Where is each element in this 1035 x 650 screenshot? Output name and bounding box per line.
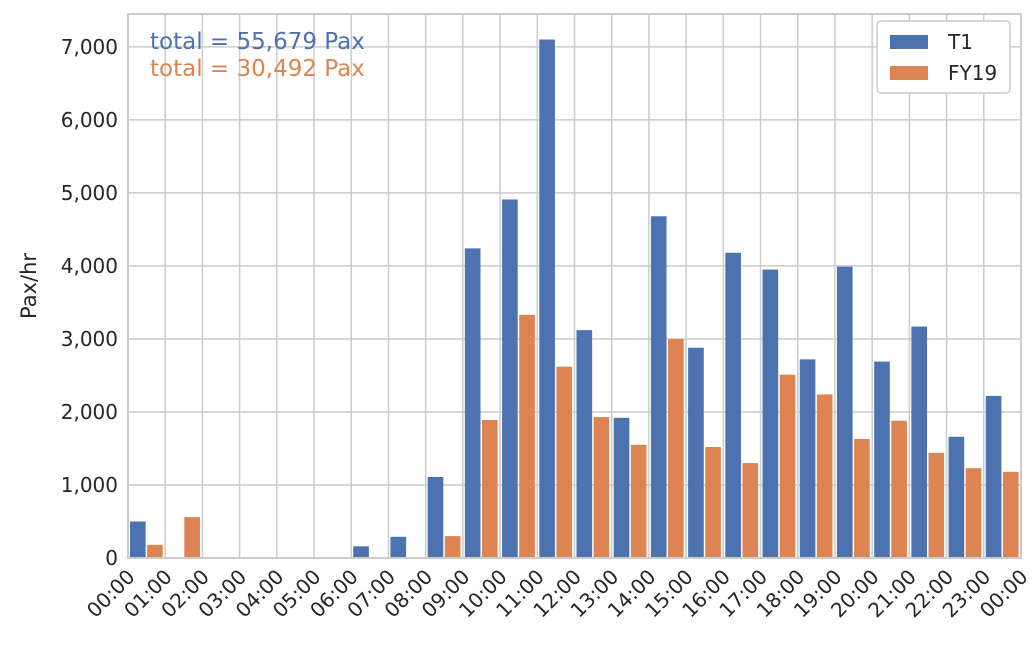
y-tick-label: 2,000 xyxy=(61,400,118,424)
total-annotation-fy19: total = 30,492 Pax xyxy=(150,56,365,82)
bar-fy19-16 xyxy=(742,463,759,558)
y-tick-labels: 0 1,000 2,000 3,000 4,000 5,000 6,000 7,000 xyxy=(61,35,118,570)
y-tick-label: 0 xyxy=(105,546,118,570)
bar-t1-7 xyxy=(390,536,407,558)
y-tick-label: 6,000 xyxy=(61,108,118,132)
bars xyxy=(130,39,1019,559)
bar-fy19-0 xyxy=(147,544,163,558)
bar-fy19-8 xyxy=(444,536,461,558)
bar-t1-15 xyxy=(688,347,704,558)
bar-fy19-19 xyxy=(854,438,870,558)
bar-t1-11 xyxy=(539,39,555,558)
bar-t1-13 xyxy=(613,417,630,558)
y-axis-title: Pax/hr xyxy=(17,253,41,319)
bar-fy19-12 xyxy=(593,417,610,558)
bar-t1-6 xyxy=(353,546,369,558)
legend-label-fy19: FY19 xyxy=(948,61,997,85)
y-tick-label: 4,000 xyxy=(61,254,118,278)
bar-t1-9 xyxy=(464,248,481,558)
bar-fy19-9 xyxy=(482,419,498,558)
bar-t1-19 xyxy=(836,266,853,558)
bar-fy19-11 xyxy=(556,366,573,558)
bar-fy19-21 xyxy=(928,452,945,558)
x-tick-labels: 00:0001:0002:0003:0004:0005:0006:0007:00… xyxy=(82,565,1033,623)
bar-fy19-23 xyxy=(1002,471,1019,558)
plot-frame xyxy=(127,13,1022,559)
bar-t1-17 xyxy=(762,269,779,558)
bar-t1-22 xyxy=(948,436,965,558)
y-tick-label: 7,000 xyxy=(61,35,118,59)
y-tick-label: 5,000 xyxy=(61,181,118,205)
bar-t1-21 xyxy=(911,326,928,558)
bar-t1-18 xyxy=(799,359,816,558)
y-tick-label: 1,000 xyxy=(61,473,118,497)
bar-fy19-14 xyxy=(668,338,684,558)
bar-t1-20 xyxy=(874,361,890,558)
bar-fy19-18 xyxy=(816,394,833,558)
total-annotation-t1: total = 55,679 Pax xyxy=(150,29,365,55)
bar-t1-0 xyxy=(130,521,146,558)
bar-t1-10 xyxy=(502,199,518,559)
bar-fy19-10 xyxy=(519,314,535,558)
bar-t1-12 xyxy=(576,330,593,558)
bar-t1-16 xyxy=(725,252,741,559)
legend-swatch-t1 xyxy=(890,35,928,49)
bar-t1-14 xyxy=(650,216,667,558)
bar-fy19-22 xyxy=(965,468,982,558)
bar-fy19-17 xyxy=(779,374,796,558)
bar-t1-23 xyxy=(985,395,1002,558)
bar-fy19-13 xyxy=(630,444,647,558)
bar-fy19-1 xyxy=(184,517,200,558)
legend-label-t1: T1 xyxy=(947,30,973,54)
bar-fy19-20 xyxy=(891,420,907,558)
legend: T1 FY19 xyxy=(876,20,1011,94)
legend-swatch-fy19 xyxy=(890,66,928,80)
bar-t1-8 xyxy=(427,476,444,558)
y-tick-label: 3,000 xyxy=(61,327,118,351)
bar-fy19-15 xyxy=(705,447,721,558)
